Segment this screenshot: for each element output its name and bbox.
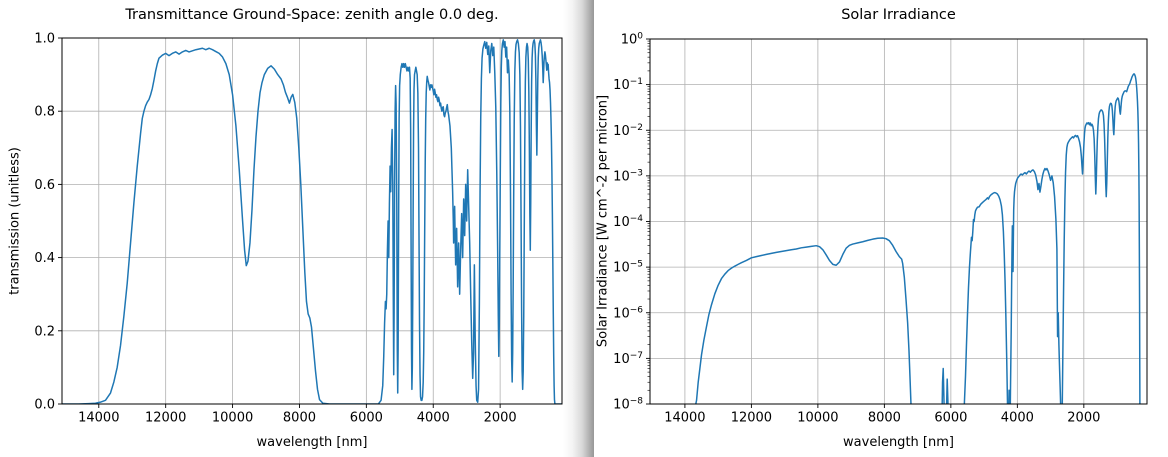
svg-text:8000: 8000	[283, 411, 316, 426]
svg-text:100: 100	[621, 32, 644, 48]
svg-text:10−6: 10−6	[613, 305, 643, 321]
transmittance-chart: 14000 12000 10000 8000 6000 4000 2000 0.0 0.2 0.4…	[7, 7, 563, 450]
svg-text:6000: 6000	[934, 411, 967, 426]
svg-text:10−7: 10−7	[613, 351, 643, 367]
svg-text:10−8: 10−8	[613, 397, 643, 413]
svg-text:14000: 14000	[664, 411, 705, 426]
transmittance-y-axis-label: transmission (unitless)	[7, 147, 23, 295]
transmittance-title: Transmittance Ground-Space: zenith angle…	[125, 7, 499, 23]
irradiance-plot-area: 14000 12000 10000 8000 6000 4000 2000 100 10−1 10…	[613, 32, 1148, 426]
transmittance-x-axis-label: wavelength [nm]	[256, 435, 368, 450]
svg-text:10−5: 10−5	[613, 260, 643, 276]
svg-text:4000: 4000	[417, 411, 450, 426]
svg-text:4000: 4000	[1001, 411, 1034, 426]
figure-edge-shadow	[563, 0, 594, 457]
svg-text:10−1: 10−1	[613, 77, 643, 93]
svg-text:10−3: 10−3	[613, 168, 643, 184]
svg-text:0.2: 0.2	[34, 324, 55, 339]
svg-text:8000: 8000	[868, 411, 901, 426]
svg-text:10000: 10000	[212, 411, 253, 426]
svg-text:0.8: 0.8	[34, 105, 55, 120]
svg-text:10000: 10000	[797, 411, 838, 426]
svg-text:10−2: 10−2	[613, 123, 643, 139]
svg-text:14000: 14000	[78, 411, 119, 426]
irradiance-y-axis-label: Solar Irradiance [W cm^-2 per micron]	[595, 94, 611, 348]
svg-text:6000: 6000	[350, 411, 383, 426]
svg-text:12000: 12000	[731, 411, 772, 426]
solar-irradiance-chart: 14000 12000 10000 8000 6000 4000 2000 100 10−1 10…	[594, 0, 1168, 457]
svg-text:2000: 2000	[1067, 411, 1100, 426]
svg-text:0.6: 0.6	[34, 178, 55, 193]
svg-text:1.0: 1.0	[34, 32, 55, 47]
irradiance-x-axis-label: wavelength [nm]	[843, 435, 954, 450]
irradiance-curve	[695, 73, 1141, 404]
irradiance-title: Solar Irradiance	[841, 7, 956, 23]
svg-text:0.0: 0.0	[34, 398, 55, 413]
svg-text:12000: 12000	[145, 411, 186, 426]
transmittance-plot-area: 14000 12000 10000 8000 6000 4000 2000 0.0 0.2 0.4…	[34, 32, 563, 426]
svg-text:10−4: 10−4	[613, 214, 643, 230]
transmittance-curve	[62, 39, 562, 404]
svg-text:0.4: 0.4	[34, 251, 55, 266]
svg-text:2000: 2000	[484, 411, 517, 426]
